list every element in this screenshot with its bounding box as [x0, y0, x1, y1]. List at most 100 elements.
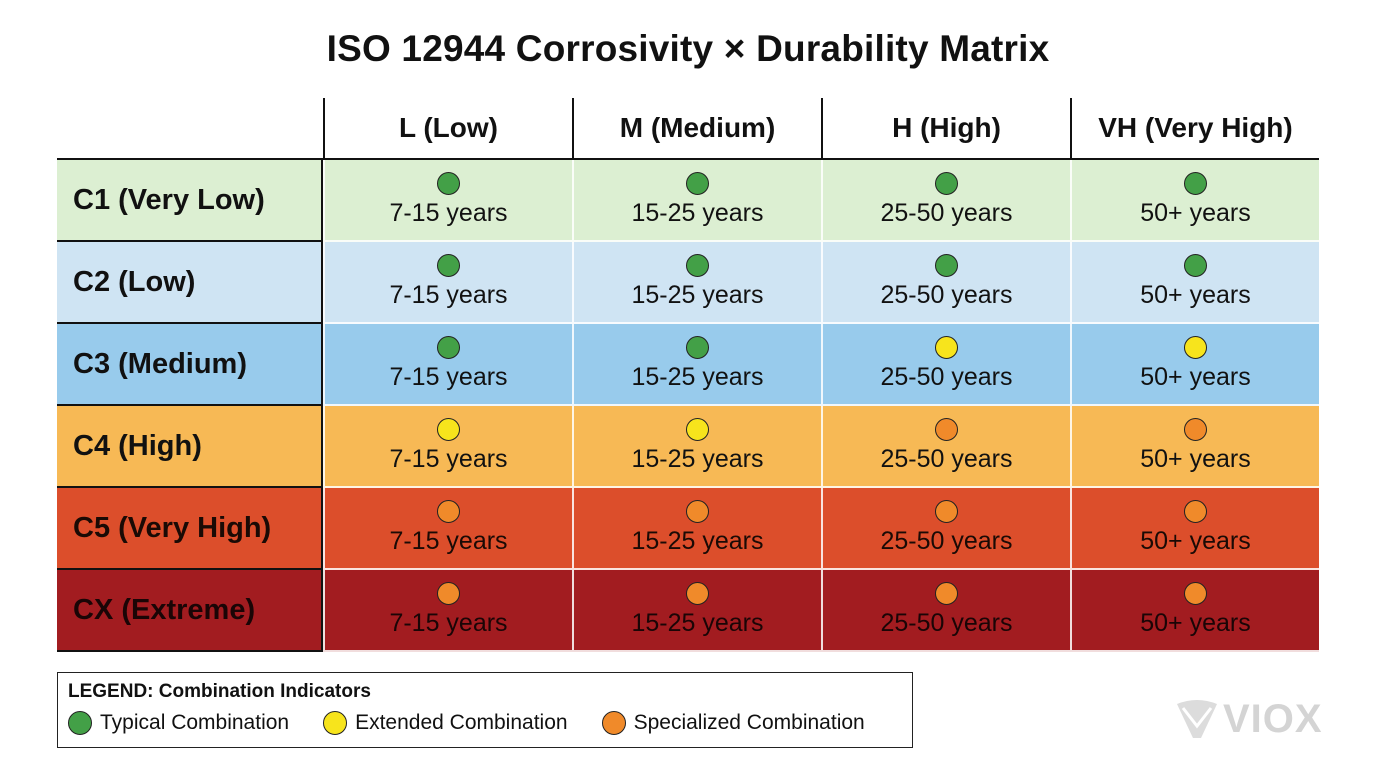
logo-text: VIOX [1223, 697, 1323, 741]
row-label: C4 (High) [57, 406, 323, 488]
durability-years: 15-25 years [631, 527, 764, 555]
specialized-indicator-icon [935, 500, 958, 523]
durability-years: 25-50 years [880, 609, 1013, 637]
page-title: ISO 12944 Corrosivity × Durability Matri… [326, 28, 1050, 69]
header-row: L (Low) M (Medium) H (High) VH (Very Hig… [57, 98, 1319, 160]
typical-indicator-icon [1184, 172, 1207, 195]
durability-years: 50+ years [1140, 199, 1251, 227]
extended-indicator-icon [686, 418, 709, 441]
matrix-cell: 50+ years [1070, 406, 1319, 488]
durability-years: 15-25 years [631, 445, 764, 473]
typical-indicator-icon [686, 336, 709, 359]
row-label: C3 (Medium) [57, 324, 323, 406]
corrosivity-durability-matrix: L (Low) M (Medium) H (High) VH (Very Hig… [57, 98, 1319, 652]
legend-label: Extended Combination [355, 711, 568, 734]
legend-item: Typical Combination [68, 711, 289, 735]
durability-years: 15-25 years [631, 281, 764, 309]
column-header: H (High) [821, 98, 1070, 158]
matrix-row: C2 (Low) 7-15 years 15-25 years 25-50 years… [57, 242, 1319, 324]
matrix-row: C3 (Medium) 7-15 years 15-25 years 25-50 ye… [57, 324, 1319, 406]
matrix-cell: 15-25 years [572, 324, 821, 406]
typical-indicator-icon [935, 254, 958, 277]
durability-years: 7-15 years [389, 527, 508, 555]
column-header: M (Medium) [572, 98, 821, 158]
durability-years: 7-15 years [389, 199, 508, 227]
durability-years: 7-15 years [389, 281, 508, 309]
specialized-indicator-icon [437, 500, 460, 523]
durability-years: 15-25 years [631, 609, 764, 637]
typical-indicator-icon [437, 336, 460, 359]
viox-logo-icon [1177, 699, 1217, 738]
matrix-cell: 7-15 years [323, 160, 572, 242]
legend-title: LEGEND: Combination Indicators [68, 681, 371, 702]
row-label: CX (Extreme) [57, 570, 323, 652]
extended-indicator-icon [323, 711, 348, 735]
durability-years: 15-25 years [631, 363, 764, 391]
matrix-cell: 25-50 years [821, 570, 1070, 652]
matrix-cell: 50+ years [1070, 242, 1319, 324]
durability-years: 50+ years [1140, 281, 1251, 309]
header-corner [57, 98, 323, 158]
matrix-cell: 25-50 years [821, 160, 1070, 242]
specialized-indicator-icon [935, 582, 958, 605]
matrix-row: C1 (Very Low) 7-15 years 15-25 years 25-50 … [57, 160, 1319, 242]
typical-indicator-icon [935, 172, 958, 195]
row-label: C1 (Very Low) [57, 160, 323, 242]
durability-years: 50+ years [1140, 363, 1251, 391]
durability-years: 25-50 years [880, 281, 1013, 309]
durability-years: 7-15 years [389, 445, 508, 473]
legend-item: Extended Combination [323, 711, 568, 735]
durability-years: 7-15 years [389, 609, 508, 637]
matrix-cell: 25-50 years [821, 324, 1070, 406]
matrix-cell: 50+ years [1070, 488, 1319, 570]
matrix-cell: 50+ years [1070, 160, 1319, 242]
matrix-cell: 7-15 years [323, 324, 572, 406]
matrix-cell: 7-15 years [323, 570, 572, 652]
row-label: C2 (Low) [57, 242, 323, 324]
matrix-cell: 25-50 years [821, 406, 1070, 488]
specialized-indicator-icon [1184, 418, 1207, 441]
legend-label: Specialized Combination [633, 711, 865, 734]
specialized-indicator-icon [686, 582, 709, 605]
durability-years: 25-50 years [880, 363, 1013, 391]
durability-years: 50+ years [1140, 527, 1251, 555]
extended-indicator-icon [437, 418, 460, 441]
matrix-row: CX (Extreme) 7-15 years 15-25 years 25-50 y… [57, 570, 1319, 652]
matrix-cell: 25-50 years [821, 488, 1070, 570]
durability-years: 25-50 years [880, 527, 1013, 555]
extended-indicator-icon [1184, 336, 1207, 359]
typical-indicator-icon [437, 254, 460, 277]
legend: LEGEND: Combination Indicators Typical C… [57, 672, 913, 748]
matrix-row: C4 (High) 7-15 years 15-25 years 25-50 year… [57, 406, 1319, 488]
matrix-cell: 50+ years [1070, 324, 1319, 406]
matrix-cell: 15-25 years [572, 570, 821, 652]
durability-years: 50+ years [1140, 609, 1251, 637]
typical-indicator-icon [68, 711, 92, 735]
matrix-cell: 7-15 years [323, 242, 572, 324]
matrix-row: C5 (Very High) 7-15 years 15-25 years 25-50… [57, 488, 1319, 570]
row-label: C5 (Very High) [57, 488, 323, 570]
durability-years: 7-15 years [389, 363, 508, 391]
typical-indicator-icon [686, 254, 709, 277]
typical-indicator-icon [686, 172, 709, 195]
specialized-indicator-icon [1184, 500, 1207, 523]
typical-indicator-icon [1184, 254, 1207, 277]
specialized-indicator-icon [437, 582, 460, 605]
extended-indicator-icon [935, 336, 958, 359]
specialized-indicator-icon [686, 500, 709, 523]
matrix-cell: 25-50 years [821, 242, 1070, 324]
typical-indicator-icon [437, 172, 460, 195]
matrix-cell: 50+ years [1070, 570, 1319, 652]
specialized-indicator-icon [1184, 582, 1207, 605]
column-header: VH (Very High) [1070, 98, 1319, 158]
matrix-cell: 15-25 years [572, 160, 821, 242]
durability-years: 25-50 years [880, 445, 1013, 473]
matrix-cell: 7-15 years [323, 406, 572, 488]
specialized-indicator-icon [601, 711, 626, 735]
durability-years: 50+ years [1140, 445, 1251, 473]
legend-item: Specialized Combination [601, 711, 865, 735]
durability-years: 15-25 years [631, 199, 764, 227]
matrix-cell: 15-25 years [572, 488, 821, 570]
column-header: L (Low) [323, 98, 572, 158]
viox-logo: VIOX [1175, 697, 1323, 742]
